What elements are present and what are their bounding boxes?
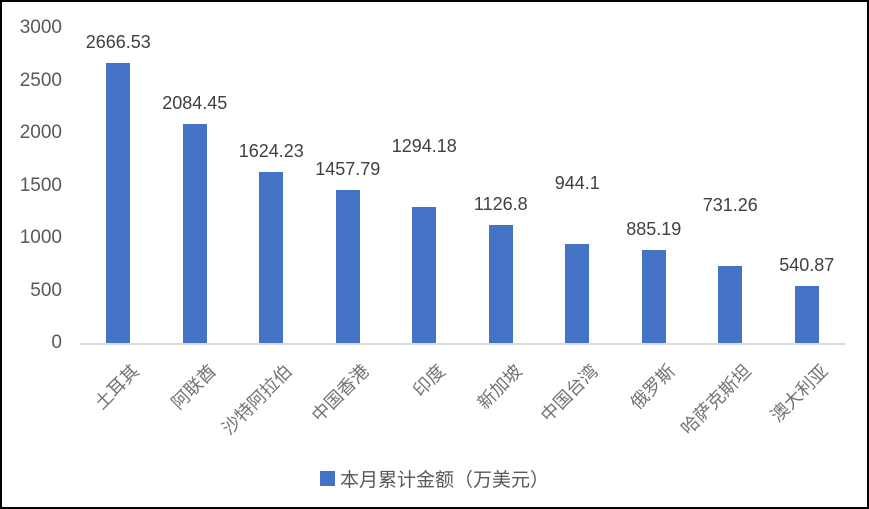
y-axis-tick-label: 2000 [19, 122, 62, 143]
bar[interactable] [106, 63, 131, 343]
bar-value-label: 1126.8 [473, 193, 528, 214]
x-axis-category-label: 澳大利亚 [766, 360, 832, 426]
bar-value-label: 731.26 [702, 195, 758, 216]
legend-label: 本月累计金额（万美元） [339, 470, 549, 491]
x-axis-category-label: 印度 [409, 360, 450, 401]
y-axis-tick-label: 500 [30, 279, 62, 301]
x-axis-category-label: 沙特阿拉伯 [218, 360, 297, 439]
x-axis-category-label: 新加坡 [473, 360, 526, 414]
x-axis-category-label: 中国香港 [307, 360, 373, 426]
bar[interactable] [335, 189, 360, 343]
x-axis-line [80, 343, 845, 345]
x-axis-category-label: 土耳其 [90, 360, 144, 414]
legend[interactable]: 本月累计金额（万美元） [2, 465, 867, 492]
legend-swatch-icon [319, 471, 335, 486]
y-axis-tick-label: 1500 [19, 174, 62, 196]
bar[interactable] [259, 172, 284, 343]
bar-value-label: 1294.18 [391, 136, 457, 157]
bar[interactable] [565, 243, 590, 343]
bar-value-label: 1624.23 [238, 141, 304, 162]
bar[interactable] [412, 207, 437, 343]
bar-value-label: 2084.45 [162, 93, 228, 114]
bar[interactable] [488, 224, 513, 343]
bar-value-label: 944.1 [554, 172, 600, 193]
y-axis-tick-label: 2500 [19, 69, 62, 91]
bar[interactable] [794, 286, 819, 343]
y-axis-tick-label: 1000 [19, 227, 62, 248]
bar[interactable] [182, 124, 207, 343]
bar-value-label: 885.19 [626, 219, 682, 240]
x-axis-category-label: 阿联酋 [167, 360, 220, 414]
bar-value-label: 1457.79 [315, 158, 381, 179]
bar-value-label: 2666.53 [85, 32, 151, 52]
x-axis-category-label: 哈萨克斯坦 [677, 360, 756, 439]
x-axis-category-label: 俄罗斯 [626, 360, 679, 414]
bar[interactable] [718, 266, 743, 343]
y-axis-tick-label: 3000 [19, 17, 62, 38]
bar[interactable] [641, 250, 666, 343]
x-axis-category-label: 中国台湾 [537, 360, 603, 426]
y-axis-tick-label: 0 [51, 332, 62, 353]
bar-value-label: 540.87 [779, 255, 835, 276]
